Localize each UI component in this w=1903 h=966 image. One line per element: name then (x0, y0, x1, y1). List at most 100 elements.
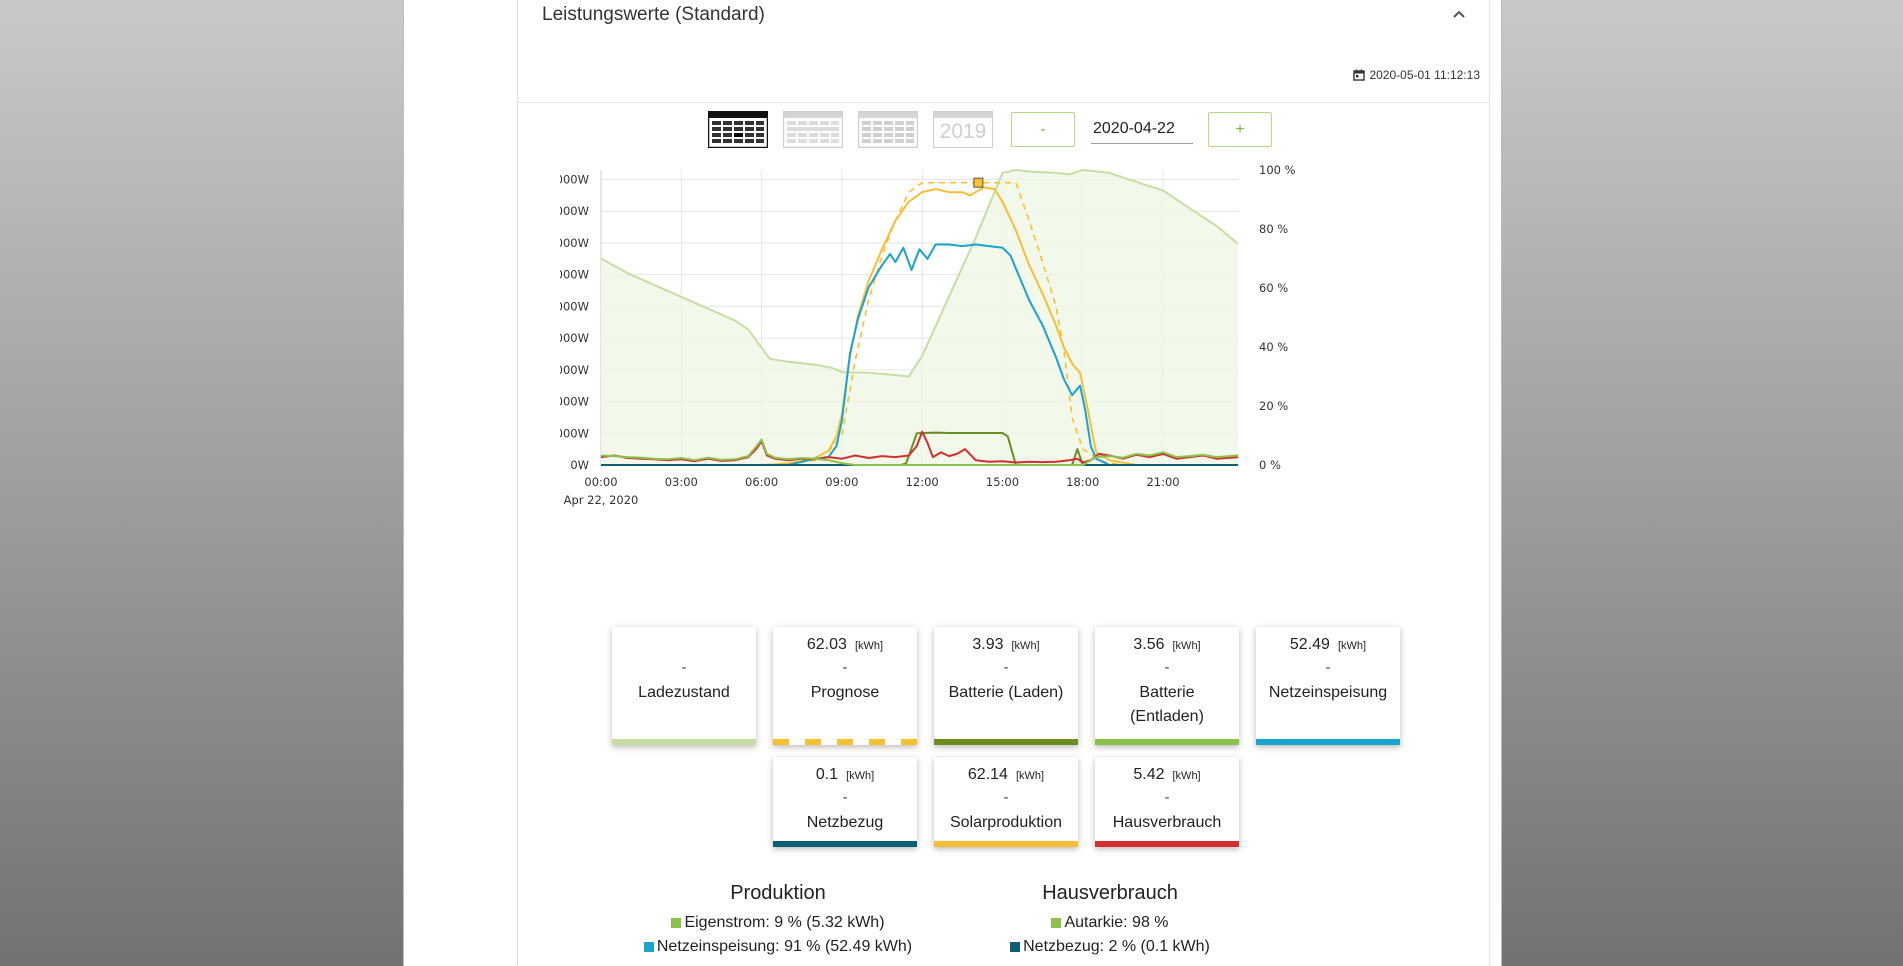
timestamp-text: 2020-05-01 11:12:13 (1369, 68, 1480, 82)
tile-value-number: 3.93 (972, 636, 1004, 653)
tile-color-bar (934, 739, 1078, 745)
tile-dash: - (1003, 789, 1009, 806)
tile-value: 52.49 [kWh] (1256, 636, 1400, 658)
tile-value-number: 62.03 (806, 636, 847, 653)
divider (518, 102, 1489, 103)
feed-in-text: Netzeinspeisung: 91 % (52.49 kWh) (656, 938, 913, 955)
x-tick-label: 00:00 (584, 475, 617, 489)
y-left-tick-label: 3000W (560, 363, 589, 377)
autarky-square (1051, 918, 1062, 928)
tile-value-number: 62.14 (967, 766, 1008, 783)
house-title: Hausverbrauch (1042, 882, 1178, 904)
y-left-tick-label: 8000W (560, 204, 589, 218)
tile-color-bar (773, 739, 917, 745)
y-right-tick-label: 0 % (1259, 458, 1281, 472)
tile-unit: [kWh] (1015, 770, 1045, 782)
tile-unit: [kWh] (846, 770, 875, 782)
legend-tile-hausverbrauch[interactable]: 5.42 [kWh] - Hausverbrauch (1095, 757, 1239, 847)
house-line-grid: Netzbezug: 2 % (0.1 kWh) (950, 935, 1270, 959)
x-tick-label: 06:00 (745, 475, 778, 489)
calendar-icon (1353, 69, 1366, 81)
tile-unit: [kWh] (854, 640, 884, 652)
x-tick-label: 21:00 (1146, 475, 1179, 489)
week-view-icon[interactable] (783, 111, 843, 148)
tile-label: Batterie (Entladen) (1130, 684, 1204, 725)
tile-dash: - (1325, 659, 1331, 676)
own-power-square (671, 918, 682, 928)
legend-tile-prognose[interactable]: 62.03 [kWh] - Prognose (773, 627, 917, 745)
tile-unit: [kWh] (1337, 640, 1367, 652)
y-left-tick-label: 9000W (560, 173, 589, 187)
tile-value (612, 636, 756, 658)
tile-label: Hausverbrauch (1112, 814, 1222, 831)
tile-color-bar (934, 841, 1078, 847)
timestamp: 2020-05-01 11:12:13 (1353, 68, 1480, 82)
batterie-laden-series-line (601, 431, 1238, 466)
tile-label: Solarproduktion (949, 814, 1063, 831)
legend-tile-netzbezug[interactable]: 0.1 [kWh] - Netzbezug (773, 757, 917, 847)
x-tick-label: 03:00 (665, 475, 698, 489)
x-tick-label: 12:00 (906, 475, 939, 489)
own-power-text: Eigenstrom: 9 % (5.32 kWh) (684, 914, 885, 931)
tile-label: Prognose (810, 684, 880, 701)
grid-text: Netzbezug: 2 % (0.1 kWh) (1023, 938, 1210, 955)
feed-in-square (643, 942, 654, 952)
house-summary: Hausverbrauch Autarkie: 98 % Netzbezug: … (950, 882, 1270, 959)
legend-tile-solarproduktion[interactable]: 62.14 [kWh] - Solarproduktion (934, 757, 1078, 847)
legend-tile-ladezustand[interactable]: - Ladezustand (612, 627, 756, 745)
tile-unit: [kWh] (1011, 640, 1040, 652)
production-line-own: Eigenstrom: 9 % (5.32 kWh) (618, 911, 938, 935)
card-title: Leistungswerte (Standard) (542, 4, 765, 25)
y-left-tick-label: 0W (570, 458, 589, 472)
y-left-tick-label: 4000W (560, 331, 589, 345)
day-view-icon[interactable] (708, 111, 768, 148)
legend-tile-netzeinspeisung[interactable]: 52.49 [kWh] - Netzeinspeisung (1256, 627, 1400, 745)
next-day-button[interactable]: + (1208, 112, 1272, 147)
tile-color-bar (773, 841, 917, 847)
y-right-tick-label: 40 % (1259, 340, 1288, 354)
power-chart[interactable]: 0W 1000W 2000W 3000W 4000W 5000W 6000W 7000W 800… (560, 158, 1320, 610)
tile-label: Batterie (Laden) (948, 684, 1064, 701)
tile-value-number: 3.56 (1133, 636, 1165, 653)
power-values-card: Leistungswerte (Standard) 2020-05-01 11:… (517, 0, 1490, 966)
y-left-tick-label: 2000W (560, 395, 589, 409)
production-summary: Produktion Eigenstrom: 9 % (5.32 kWh) Ne… (618, 882, 938, 959)
x-tick-label: 09:00 (825, 475, 858, 489)
y-left-tick-label: 1000W (560, 426, 589, 440)
toolbar: 2019 - + (518, 111, 1489, 149)
tile-dash: - (842, 659, 848, 676)
legend-tile-batterie-entladen[interactable]: 3.56 [kWh] - Batterie (Entladen) (1095, 627, 1239, 745)
tile-dash: - (681, 659, 687, 676)
y-left-tick-label: 6000W (560, 268, 589, 282)
hover-marker (973, 177, 984, 188)
tile-label: Ladezustand (638, 684, 730, 701)
x-tick-label: 18:00 (1066, 475, 1099, 489)
tile-value-number: 52.49 (1289, 636, 1330, 653)
tile-color-bar (1256, 739, 1400, 745)
page-panel: Leistungswerte (Standard) 2020-05-01 11:… (403, 0, 1502, 966)
year-view-label: 2019 (939, 120, 987, 143)
solarproduktion-series-line (601, 186, 1238, 466)
year-view-header (934, 112, 992, 118)
month-view-icon[interactable] (858, 111, 918, 148)
tile-value-number: 5.42 (1133, 766, 1165, 783)
tile-label: Netzeinspeisung (1268, 684, 1388, 701)
chevron-up-icon[interactable] (1451, 6, 1467, 22)
production-line-feed: Netzeinspeisung: 91 % (52.49 kWh) (618, 935, 938, 959)
grid-square (1010, 942, 1021, 952)
legend-tile-batterie-laden[interactable]: 3.93 [kWh] - Batterie (Laden) (934, 627, 1078, 745)
year-view-icon[interactable]: 2019 (933, 111, 993, 148)
y-left-tick-label: 7000W (560, 236, 589, 250)
ladezustand-area (601, 170, 1238, 465)
date-input[interactable] (1091, 114, 1193, 144)
tile-value: 62.14 [kWh] (934, 766, 1078, 788)
eigenstrom-baseline-series-line (600, 438, 1239, 466)
previous-day-button[interactable]: - (1011, 112, 1075, 147)
tile-dash: - (1164, 789, 1170, 806)
tile-value: 5.42 [kWh] (1095, 766, 1239, 788)
tile-color-bar (612, 739, 756, 745)
y-right-tick-label: 100 % (1259, 163, 1296, 177)
tile-value: 62.03 [kWh] (773, 636, 917, 658)
x-date-label: Apr 22, 2020 (564, 493, 639, 507)
y-left-tick-label: 5000W (560, 299, 589, 313)
